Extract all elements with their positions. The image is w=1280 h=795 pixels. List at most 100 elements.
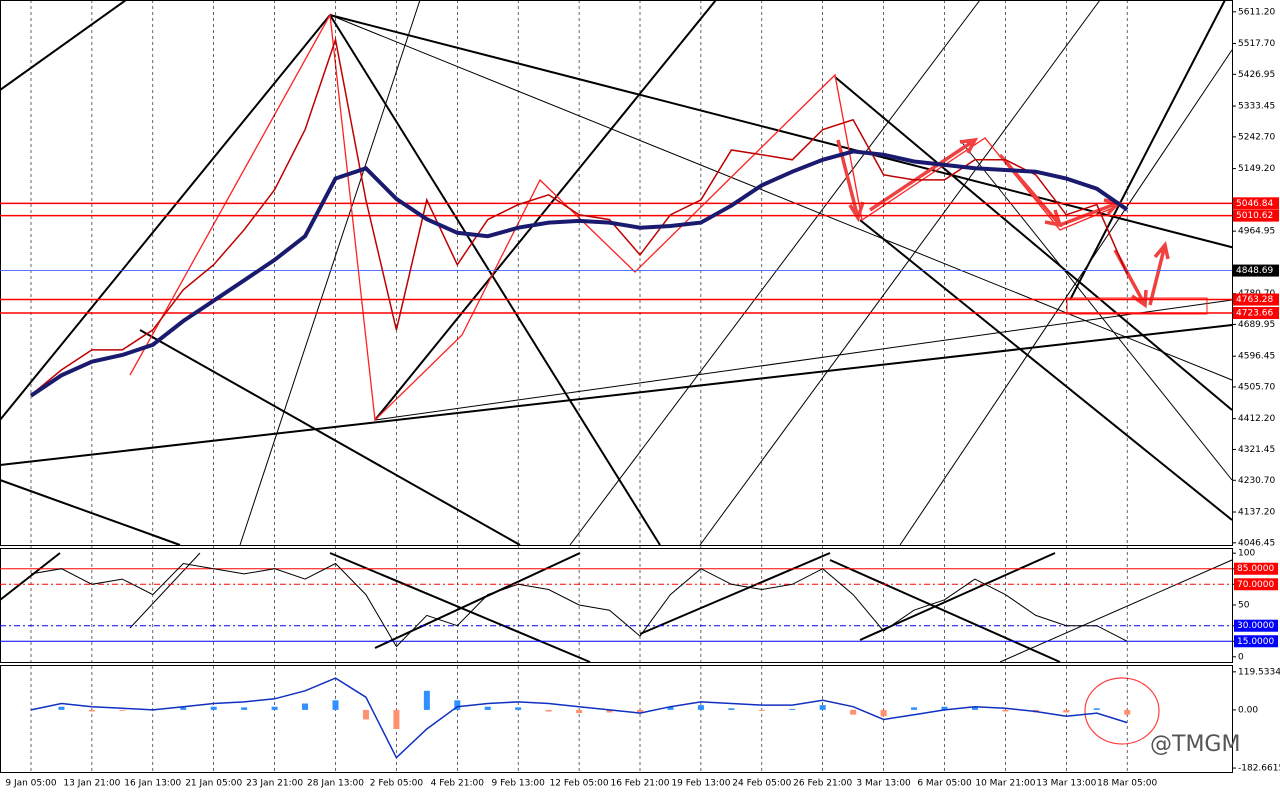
trend-line [699,0,1101,546]
y-tick-label: 5149.20 [1238,164,1275,174]
y-tick-label: 5333.45 [1238,102,1275,112]
y-tick-label: 4689.95 [1238,320,1275,330]
y-tick-label: -182.6615 [1238,764,1280,774]
trend-lines [0,0,1236,663]
y-tick-label: 85.0000 [1237,564,1274,574]
histogram-bar [210,706,217,710]
y-tick-label: 4321.45 [1238,445,1275,455]
y-tick-label: 4412.20 [1238,414,1275,424]
level-label: 4723.66 [1236,308,1273,318]
y-tick-label: 119.5334 [1238,667,1280,677]
trend-line [329,14,661,546]
trend-line [239,0,421,546]
target-zone [1066,297,1208,315]
y-tick-label: 0 [1238,652,1244,662]
y-tick-label: 5611.20 [1238,7,1275,17]
histogram-bar [1124,709,1131,715]
level-box [1233,264,1279,277]
y-tick-label: 4230.70 [1238,476,1275,486]
x-tick-label: 4 Feb 21:00 [431,779,485,789]
histogram-bar [728,708,735,710]
trend-line [859,219,1233,521]
trend-line [829,559,1061,663]
histogram-bar [332,700,339,710]
histogram-bar [697,705,704,710]
histogram-bar [880,709,887,717]
trend-line [0,0,128,91]
y-tick-label: 5242.70 [1238,132,1275,142]
level-box [1233,293,1279,306]
y-tick-label: 5517.70 [1238,39,1275,49]
histogram-bar [545,709,552,712]
trend-line [129,552,201,629]
zigzag [129,12,1121,422]
x-tick-label: 28 Jan 13:00 [307,779,364,789]
level-box [1233,306,1279,319]
histogram-bar [941,706,948,710]
histogram-bar [971,707,978,710]
y-tick-label: 70.0000 [1237,580,1274,590]
y-tick-label: 4596.45 [1238,352,1275,362]
arrows [836,137,1170,309]
histogram-bar [119,709,126,711]
x-tick-label: 3 Mar 13:00 [856,779,911,789]
watermark: @TMGM [1150,732,1240,757]
histogram-bar [1002,709,1009,712]
trend-line [899,49,1233,546]
x-tick-label: 13 Mar 13:00 [1036,779,1096,789]
histogram-bar [850,709,857,715]
y-tick-label: 4137.20 [1238,508,1275,518]
trend-line [999,559,1233,663]
pattern-annotations [129,12,1208,745]
histogram-bar [484,706,491,710]
axis-panel [1232,0,1280,791]
y-tick-label: 4046.45 [1238,538,1275,548]
y-tick-label: 15.0000 [1237,637,1274,647]
histogram-bar [758,709,765,711]
histogram-bar [362,709,369,720]
tick-box [1234,578,1278,591]
trend-line [639,552,831,635]
tick-box [1234,562,1278,575]
level-label: 5046.84 [1236,199,1273,209]
x-tick-label: 16 Jan 13:00 [124,779,181,789]
level-label: 4763.28 [1236,295,1273,305]
level-label: 4848.69 [1236,266,1273,276]
histogram-bar [271,706,278,710]
histogram-bar [1063,709,1070,713]
x-tick-label: 21 Jan 05:00 [185,779,242,789]
histogram-bar [393,709,400,730]
y-tick-label: 30.0000 [1237,621,1274,631]
histogram-bar [576,709,583,714]
histogram-bar [302,703,309,710]
x-tick-label: 2 Feb 05:00 [370,779,424,789]
x-tick-label: 19 Feb 13:00 [671,779,730,789]
tick-box [1234,619,1278,632]
histogram-bar [667,706,674,710]
price-series [30,36,1128,396]
x-tick-label: 26 Feb 21:00 [793,779,852,789]
x-tick-label: 9 Jan 05:00 [5,779,57,789]
pane-frame [0,548,1233,663]
histogram-bar [88,709,95,712]
x-tick-label: 6 Mar 05:00 [917,779,972,789]
trend-line [0,552,61,601]
level-box [1233,197,1279,210]
y-tick-label: 100 [1238,549,1255,559]
histogram-bar [241,707,248,710]
macd-line [30,677,1128,759]
x-tick-label: 12 Feb 05:00 [550,779,609,789]
y-tick-label: 5426.95 [1238,70,1275,80]
histogram-bar [606,709,613,713]
highlight-circle [1084,677,1160,745]
level-label: 5010.62 [1236,211,1273,221]
y-tick-label: 4505.70 [1238,382,1275,392]
trend-line [329,14,1233,381]
histogram-bar [423,690,430,710]
trend-line [959,139,1233,481]
trend-line [374,552,581,649]
trend-line [374,0,718,421]
y-tick-label: 4964.95 [1238,227,1275,237]
trend-line [374,299,1233,421]
